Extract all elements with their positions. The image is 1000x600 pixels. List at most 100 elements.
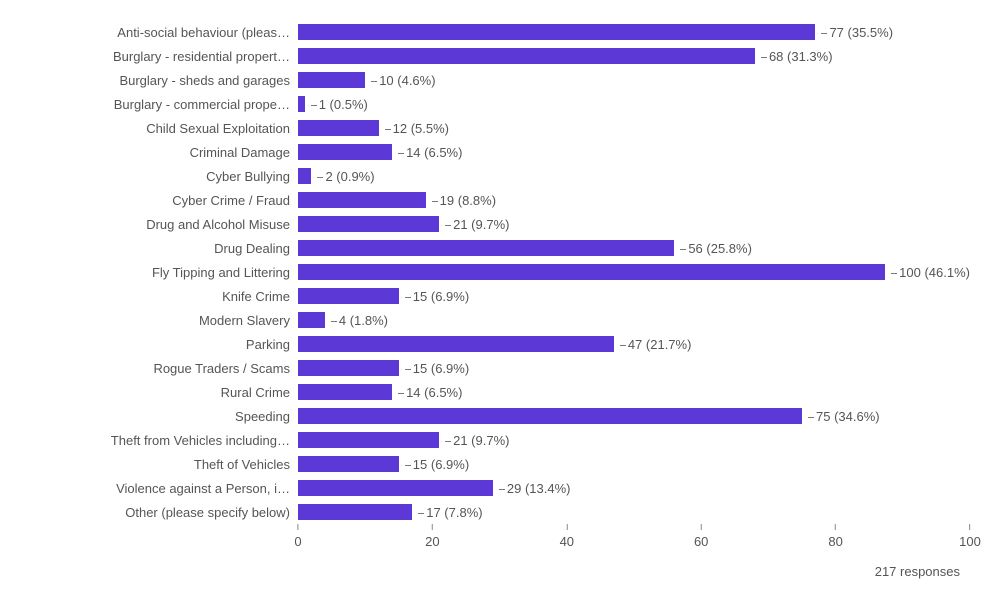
category-label: Drug Dealing bbox=[30, 241, 298, 256]
value-label: 12 (5.5%) bbox=[379, 121, 449, 136]
category-label: Rogue Traders / Scams bbox=[30, 361, 298, 376]
value-label: 100 (46.1%) bbox=[885, 265, 970, 280]
bar-track: 21 (9.7%) bbox=[298, 212, 970, 236]
bar bbox=[298, 288, 399, 304]
axis-tick: 60 bbox=[694, 524, 708, 549]
category-label: Violence against a Person, i… bbox=[30, 481, 298, 496]
bar-track: 15 (6.9%) bbox=[298, 452, 970, 476]
bar-track: 68 (31.3%) bbox=[298, 44, 970, 68]
axis-tick: 80 bbox=[828, 524, 842, 549]
value-label: 75 (34.6%) bbox=[802, 409, 880, 424]
chart-row: Burglary - residential propert… 68 (31.3%… bbox=[30, 44, 970, 68]
bar-track: 100 (46.1%) bbox=[298, 260, 970, 284]
chart-row: Modern Slavery 4 (1.8%) bbox=[30, 308, 970, 332]
chart-row: Knife Crime15 (6.9%) bbox=[30, 284, 970, 308]
category-label: Theft of Vehicles bbox=[30, 457, 298, 472]
bar bbox=[298, 120, 379, 136]
responses-footer: 217 responses bbox=[30, 564, 970, 579]
bar-track: 47 (21.7%) bbox=[298, 332, 970, 356]
bar bbox=[298, 480, 493, 496]
chart-row: Parking47 (21.7%) bbox=[30, 332, 970, 356]
bar-track: 10 (4.6%) bbox=[298, 68, 970, 92]
axis-tick: 40 bbox=[560, 524, 574, 549]
chart-row: Drug and Alcohol Misuse 21 (9.7%) bbox=[30, 212, 970, 236]
category-label: Rural Crime bbox=[30, 385, 298, 400]
value-label: 15 (6.9%) bbox=[399, 361, 469, 376]
bar bbox=[298, 240, 674, 256]
bar bbox=[298, 192, 426, 208]
chart-row: Speeding 75 (34.6%) bbox=[30, 404, 970, 428]
value-label: 68 (31.3%) bbox=[755, 49, 833, 64]
horizontal-bar-chart: Anti-social behaviour (pleas…77 (35.5%)B… bbox=[30, 20, 970, 554]
bar bbox=[298, 456, 399, 472]
bar bbox=[298, 72, 365, 88]
chart-row: Rural Crime14 (6.5%) bbox=[30, 380, 970, 404]
chart-row: Theft of Vehicles 15 (6.9%) bbox=[30, 452, 970, 476]
bar bbox=[298, 336, 614, 352]
x-axis: 020406080100 bbox=[30, 524, 970, 554]
axis-tick-label: 60 bbox=[694, 534, 708, 549]
category-label: Cyber Bullying bbox=[30, 169, 298, 184]
bar bbox=[298, 96, 305, 112]
bar bbox=[298, 384, 392, 400]
chart-row: Child Sexual Exploitation12 (5.5%) bbox=[30, 116, 970, 140]
bar bbox=[298, 432, 439, 448]
value-label: 2 (0.9%) bbox=[311, 169, 374, 184]
bar bbox=[298, 48, 755, 64]
bar-track: 17 (7.8%) bbox=[298, 500, 970, 524]
bar-track: 29 (13.4%) bbox=[298, 476, 970, 500]
chart-row: Rogue Traders / Scams 15 (6.9%) bbox=[30, 356, 970, 380]
category-label: Knife Crime bbox=[30, 289, 298, 304]
axis-tick-label: 0 bbox=[294, 534, 301, 549]
value-label: 21 (9.7%) bbox=[439, 217, 509, 232]
chart-row: Anti-social behaviour (pleas…77 (35.5%) bbox=[30, 20, 970, 44]
bar bbox=[298, 168, 311, 184]
category-label: Drug and Alcohol Misuse bbox=[30, 217, 298, 232]
bar bbox=[298, 504, 412, 520]
value-label: 56 (25.8%) bbox=[674, 241, 752, 256]
value-label: 4 (1.8%) bbox=[325, 313, 388, 328]
chart-row: Theft from Vehicles including…21 (9.7%) bbox=[30, 428, 970, 452]
axis-tick: 100 bbox=[959, 524, 981, 549]
chart-row: Burglary - sheds and garages10 (4.6%) bbox=[30, 68, 970, 92]
bar-track: 75 (34.6%) bbox=[298, 404, 970, 428]
bar-track: 12 (5.5%) bbox=[298, 116, 970, 140]
category-label: Burglary - residential propert… bbox=[30, 49, 298, 64]
axis-tick: 0 bbox=[294, 524, 301, 549]
category-label: Other (please specify below) bbox=[30, 505, 298, 520]
value-label: 29 (13.4%) bbox=[493, 481, 571, 496]
category-label: Parking bbox=[30, 337, 298, 352]
value-label: 19 (8.8%) bbox=[426, 193, 496, 208]
bar bbox=[298, 264, 885, 280]
bar-track: 19 (8.8%) bbox=[298, 188, 970, 212]
chart-row: Cyber Crime / Fraud19 (8.8%) bbox=[30, 188, 970, 212]
value-label: 14 (6.5%) bbox=[392, 145, 462, 160]
axis-tick: 20 bbox=[425, 524, 439, 549]
category-label: Speeding bbox=[30, 409, 298, 424]
bar-track: 14 (6.5%) bbox=[298, 140, 970, 164]
bar bbox=[298, 216, 439, 232]
value-label: 1 (0.5%) bbox=[305, 97, 368, 112]
bar-track: 56 (25.8%) bbox=[298, 236, 970, 260]
bar bbox=[298, 408, 802, 424]
axis-tick-label: 100 bbox=[959, 534, 981, 549]
bar-track: 14 (6.5%) bbox=[298, 380, 970, 404]
category-label: Burglary - commercial prope… bbox=[30, 97, 298, 112]
value-label: 15 (6.9%) bbox=[399, 457, 469, 472]
chart-row: Burglary - commercial prope… 1 (0.5%) bbox=[30, 92, 970, 116]
category-label: Burglary - sheds and garages bbox=[30, 73, 298, 88]
category-label: Modern Slavery bbox=[30, 313, 298, 328]
value-label: 17 (7.8%) bbox=[412, 505, 482, 520]
bar-track: 2 (0.9%) bbox=[298, 164, 970, 188]
axis-tick-label: 80 bbox=[828, 534, 842, 549]
chart-row: Fly Tipping and Littering100 (46.1%) bbox=[30, 260, 970, 284]
bar bbox=[298, 360, 399, 376]
chart-row: Cyber Bullying 2 (0.9%) bbox=[30, 164, 970, 188]
value-label: 77 (35.5%) bbox=[815, 25, 893, 40]
chart-row: Criminal Damage14 (6.5%) bbox=[30, 140, 970, 164]
bar-track: 4 (1.8%) bbox=[298, 308, 970, 332]
chart-row: Drug Dealing 56 (25.8%) bbox=[30, 236, 970, 260]
bar-track: 77 (35.5%) bbox=[298, 20, 970, 44]
bar bbox=[298, 24, 815, 40]
bar bbox=[298, 312, 325, 328]
